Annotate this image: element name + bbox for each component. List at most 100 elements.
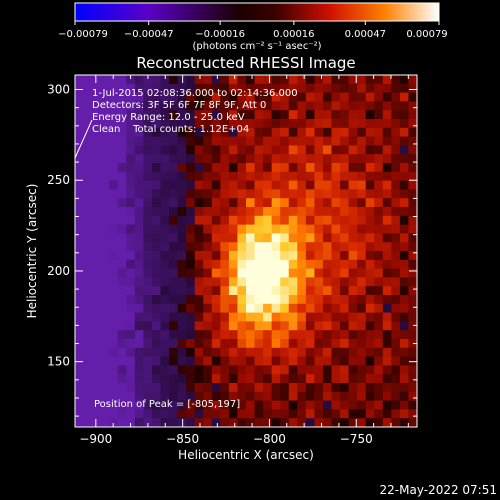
heatmap-cell [83,391,93,402]
heatmap-cell [151,277,162,287]
heatmap-cell [348,418,358,427]
heatmap-cell [357,75,367,85]
heatmap-cell [117,286,127,296]
heatmap-cell [75,242,85,252]
heatmap-cell [399,189,410,199]
heatmap-cell [75,259,85,270]
heatmap-cell [391,92,401,102]
heatmap-cell [399,119,410,129]
heatmap-cell [297,251,307,261]
heatmap-cell [194,224,204,234]
heatmap-cell [305,409,315,419]
heatmap-cell [305,356,315,366]
heatmap-cell [100,163,110,173]
heatmap-cell [143,180,153,190]
heatmap-cell [109,92,119,102]
heatmap-cell [399,145,410,155]
heatmap-cell [126,215,136,226]
heatmap-cell [109,286,119,296]
heatmap-cell [263,83,273,94]
heatmap-cell [263,224,273,234]
heatmap-cell [254,259,264,270]
heatmap-cell [160,383,170,393]
heatmap-cell [297,277,307,287]
heatmap-cell [143,312,153,322]
heatmap-cell [211,303,221,314]
heatmap-cell [126,303,136,314]
heatmap-cell [263,365,273,375]
heatmap-cell [160,163,170,173]
heatmap-cell [169,75,179,85]
heatmap-cell [228,119,239,129]
heatmap-cell [271,83,281,94]
heatmap-cell [203,339,213,349]
heatmap-cell [203,409,213,419]
heatmap-cell [322,365,333,375]
heatmap-cell [246,356,256,366]
heatmap-cell [280,233,290,243]
heatmap-cell [288,242,298,252]
heatmap-cell [220,171,230,182]
heatmap-cell [340,119,350,129]
heatmap-cell [100,391,110,402]
heatmap-cell [254,127,264,138]
heatmap-cell [271,418,281,427]
heatmap-cell [348,286,358,296]
heatmap-cell [143,215,153,226]
heatmap-cell [399,356,410,366]
heatmap-cell [194,251,204,261]
heatmap-cell [92,110,102,120]
heatmap-cell [203,259,213,270]
heatmap-cell [117,136,127,146]
heatmap-cell [314,418,324,427]
heatmap-cell [169,136,179,146]
heatmap-cell [254,180,264,190]
heatmap-cell [100,119,110,129]
heatmap-cell [331,92,341,102]
heatmap-cell [305,154,315,164]
heatmap-cell [357,409,367,419]
heatmap-cell [117,418,127,427]
heatmap-cell [263,321,273,331]
heatmap-cell [305,119,315,129]
heatmap-cell [305,330,315,340]
heatmap-cell [297,339,307,349]
heatmap-cell [134,303,144,314]
heatmap-cell [75,180,85,190]
heatmap-cell [228,383,239,393]
heatmap-cell [237,418,247,427]
heatmap-cell [100,383,110,393]
heatmap-cell [203,207,213,217]
heatmap-cell [288,180,298,190]
heatmap-cell [254,163,264,173]
heatmap-cell [365,356,375,366]
heatmap-cell [382,286,392,296]
heatmap-cell [134,286,144,296]
annotation-counts: Clean Total counts: 1.12E+04 [92,124,249,135]
heatmap-cell [143,171,153,182]
heatmap-cell [254,251,264,261]
heatmap-cell [399,268,410,278]
heatmap-cell [92,303,102,314]
heatmap-cell [186,119,196,129]
heatmap-cell [126,339,136,349]
footer-date: 22-May-2022 07:51 [380,483,497,497]
heatmap-cell [305,127,315,138]
heatmap-cell [399,101,410,111]
heatmap-cell [75,215,85,226]
heatmap-cell [408,295,417,305]
heatmap-cell [109,110,119,120]
heatmap-cell [134,383,144,393]
heatmap-cell [203,242,213,252]
heatmap-cell [288,259,298,270]
heatmap-cell [271,251,281,261]
heatmap-cell [348,101,358,111]
heatmap-cell [374,400,384,410]
heatmap-cell [263,356,273,366]
colorbar-units-label: (photons cm⁻² s⁻¹ asec⁻²) [192,41,321,52]
heatmap-cell [280,163,290,173]
heatmap-cell [288,391,298,402]
heatmap-cell [220,295,230,305]
heatmap-cell [109,163,119,173]
heatmap-cell [314,365,324,375]
